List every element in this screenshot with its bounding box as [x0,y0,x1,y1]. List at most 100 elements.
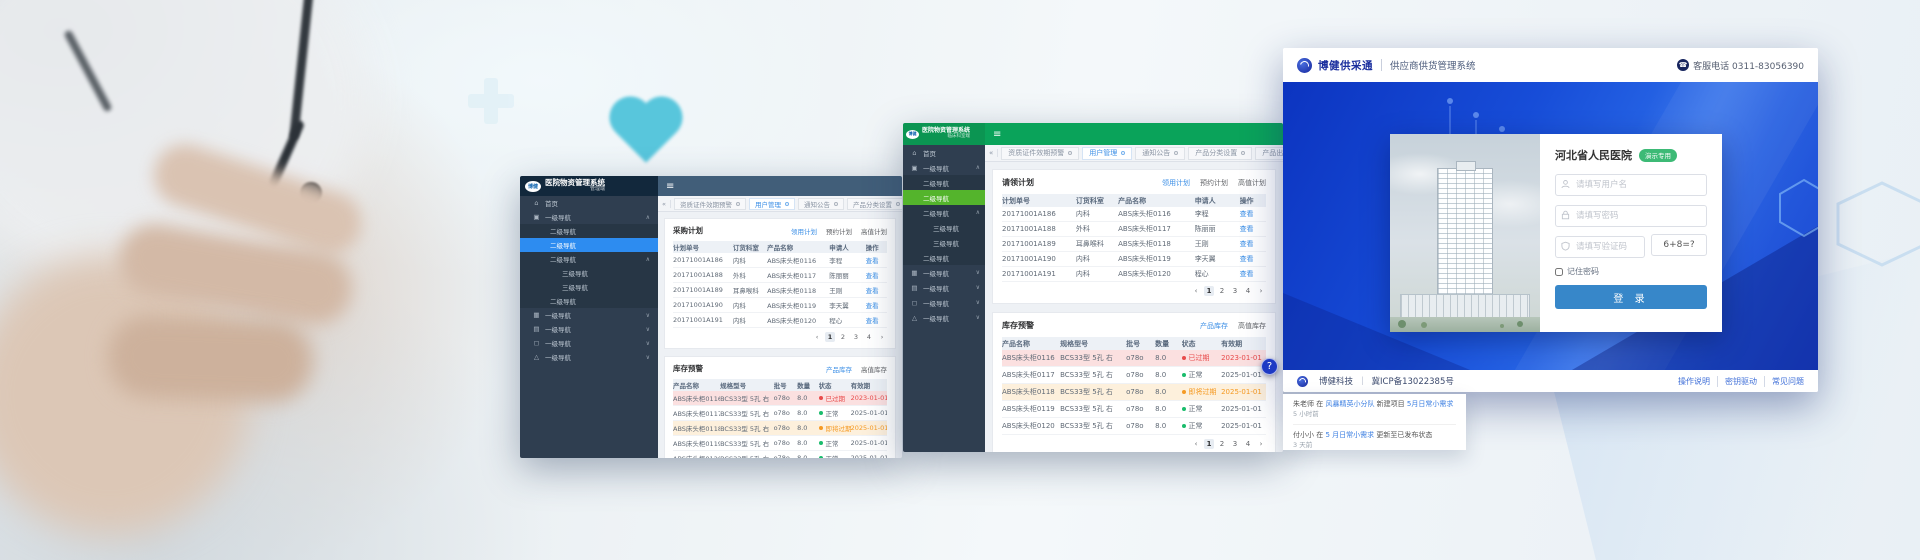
remember-checkbox[interactable] [1555,267,1563,276]
view-link[interactable]: 查看 [1239,210,1254,218]
hamburger-icon[interactable]: ≡ [993,128,1002,140]
sidebar-item[interactable]: 三级导航 [903,235,985,250]
view-link[interactable]: 查看 [865,272,879,280]
page-button[interactable]: 2 [1219,440,1225,448]
page-button[interactable]: 3 [1232,440,1238,448]
card-link[interactable]: 高值计划 [861,227,887,236]
view-link[interactable]: 查看 [865,302,879,310]
view-link[interactable]: 查看 [1239,270,1254,278]
sidebar-item[interactable]: △ 一级导航 ∨ [912,313,980,323]
tab[interactable]: 用户管理 [1082,146,1133,160]
sidebar-item-icon: ◻ [533,339,540,347]
sidebar-item[interactable]: ▦ 一级导航 ∨ [911,268,980,278]
sidebar-item[interactable]: ⌂ 首页 [903,145,985,160]
sidebar-item[interactable]: 二级导航 ∧ [903,205,985,220]
status-dot-icon [818,426,823,430]
status-badge: 正常 [1181,404,1222,414]
card-link[interactable]: 产品库存 [826,365,852,374]
card-link[interactable]: 产品库存 [1200,321,1228,330]
page-button[interactable]: 2 [840,333,846,341]
page-button[interactable]: 3 [1232,287,1238,295]
collapse-tabs-icon[interactable]: « [985,149,999,157]
tab[interactable]: 资质证件效期预警 [673,197,746,210]
sidebar-item[interactable]: 二级导航 [903,190,985,205]
page-button[interactable]: › [880,333,884,341]
card-link[interactable]: 领用计划 [1162,178,1190,187]
page-button[interactable]: 4 [866,333,872,341]
status-badge: 已过期 [1181,353,1222,363]
caret-icon: ∨ [975,314,980,321]
password-input[interactable] [1555,205,1707,227]
sidebar-item[interactable]: 三级导航 [520,280,658,294]
card-link[interactable]: 预约计划 [1200,178,1228,187]
footer-link[interactable]: 密钥驱动 [1717,375,1757,387]
page-button[interactable]: ‹ [1194,440,1198,448]
card-link[interactable]: 高值库存 [861,365,887,374]
column-header: 计划单号 [1002,196,1030,205]
sidebar-item[interactable]: ▣ 一级导航 ∧ [911,163,980,173]
page-button[interactable]: 4 [1245,440,1251,448]
login-button[interactable]: 登 录 [1555,285,1707,309]
footer-link[interactable]: 常见问题 [1764,375,1804,387]
sidebar-item[interactable]: 二级导航 [520,238,658,252]
sidebar-item[interactable]: 二级导航 [903,175,985,190]
sidebar-item[interactable]: 二级导航 [520,294,658,308]
captcha-input[interactable] [1555,236,1645,258]
tab[interactable]: 通知公告 [1135,146,1186,160]
page-button[interactable]: 2 [1219,287,1225,295]
column-header: 产品名称 [673,382,699,390]
username-input[interactable] [1555,174,1707,196]
sidebar-item[interactable]: 二级导航 [903,250,985,265]
page-button[interactable]: ‹ [815,333,819,341]
tab[interactable]: 资质证件效期预警 [1001,146,1080,160]
notification-link: 5月日常小需求 [1406,400,1454,408]
page-button[interactable]: › [1259,287,1263,295]
view-link[interactable]: 查看 [1239,240,1254,248]
tab[interactable]: 用户管理 [748,197,795,210]
page-button[interactable]: › [1259,440,1263,448]
tab[interactable]: 产品出库 [1255,146,1283,160]
sidebar-item[interactable]: ▤ 一级导航 ∨ [911,283,980,293]
sidebar-item[interactable]: △ 一级导航 ∨ [534,353,650,362]
page-button[interactable]: 1 [1204,439,1214,449]
sidebar-item[interactable]: 三级导航 [520,266,658,280]
sidebar-item[interactable]: ⌂ 首页 [520,196,658,210]
captcha-question[interactable]: 6+8=? [1651,234,1707,256]
tab[interactable]: 产品分类设置 [1188,146,1253,160]
sidebar-item[interactable]: ◻ 一级导航 ∨ [533,339,650,348]
tab[interactable]: 产品分类设置 [846,197,902,210]
hamburger-icon[interactable]: ≡ [666,180,675,192]
page-button[interactable]: 3 [853,333,859,341]
page-button[interactable]: 4 [1245,287,1251,295]
sidebar-item[interactable]: 二级导航 ∧ [520,252,658,266]
view-link[interactable]: 查看 [865,257,879,265]
page-button[interactable]: 1 [825,332,835,342]
hospital-building-image [1390,134,1540,332]
view-link[interactable]: 查看 [865,287,879,295]
tab[interactable]: 通知公告 [797,197,844,210]
collapse-tabs-icon[interactable]: « [658,199,671,208]
view-link[interactable]: 查看 [1239,225,1254,233]
card-link[interactable]: 领用计划 [791,227,817,236]
footer-link[interactable]: 操作说明 [1678,376,1710,386]
sidebar-item[interactable]: 二级导航 [520,224,658,238]
sidebar-item[interactable]: ▦ 一级导航 ∨ [533,311,650,320]
doctor-coat-decor [0,0,370,290]
page-button[interactable]: 1 [1204,286,1214,296]
page-button[interactable]: ‹ [1194,287,1198,295]
notification-item[interactable]: 朱老师 在 风暴精英小分队 新建项目 5月日常小需求 5 小时前 [1293,394,1456,425]
card-link[interactable]: 高值库存 [1238,321,1266,330]
view-link[interactable]: 查看 [865,317,879,325]
card-link[interactable]: 高值计划 [1238,178,1266,187]
login-form: 河北省人民医院 演示专用 [1540,134,1722,332]
sidebar-item[interactable]: 三级导航 [903,220,985,235]
column-header: 操作 [865,244,879,252]
status-badge: 正常 [818,438,851,448]
view-link[interactable]: 查看 [1239,255,1254,263]
sidebar-item[interactable]: ▣ 一级导航 ∧ [533,213,650,222]
sidebar-item[interactable]: ▤ 一级导航 ∨ [533,325,650,334]
notification-item[interactable]: 付小小 在 5 月日常小需求 更新至已发布状态 3 天前 [1293,425,1456,450]
card-link[interactable]: 预约计划 [826,227,852,236]
sidebar-item[interactable]: ◻ 一级导航 ∨ [911,298,980,308]
help-button[interactable]: ? [1261,358,1278,375]
